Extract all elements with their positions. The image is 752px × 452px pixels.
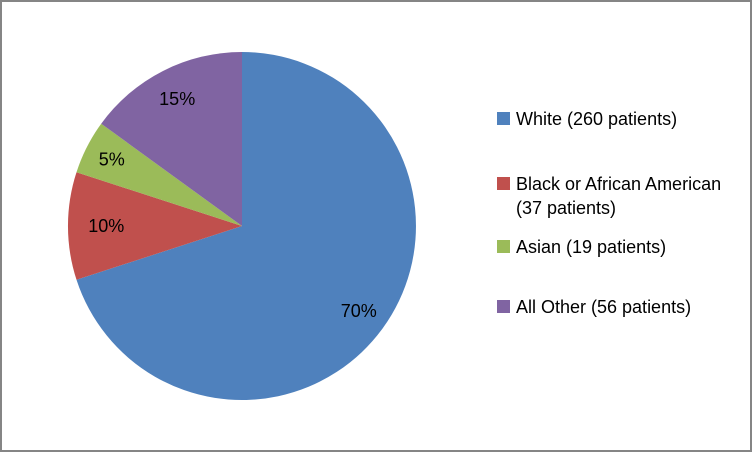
pie-percent-label-all-other: 15% [159,89,195,109]
chart-legend: White (260 patients) Black or African Am… [497,2,739,450]
legend-swatch-icon [497,300,510,313]
legend-label: Asian (19 patients) [516,237,667,257]
legend-item-black-or-african-american: Black or African American (37 patients) [497,172,739,220]
pie-percent-label-asian: 5% [99,150,125,170]
legend-swatch-icon [497,177,510,190]
pie-slice-white [76,52,416,400]
legend-label: Black or African American (37 patients) [516,174,722,218]
pie-slice-asian [76,123,242,226]
pie-percent-label-black-or-african-american: 10% [88,216,124,236]
pie-percent-label-white: 70% [341,301,377,321]
legend-item-asian: Asian (19 patients) [497,235,666,259]
legend-swatch-icon [497,240,510,253]
pie-slice-black-or-african-american [67,172,243,280]
legend-label: All Other (56 patients) [516,297,692,317]
legend-swatch-icon [497,112,510,125]
pie-slice-all-other [101,51,242,226]
legend-item-white: White (260 patients) [497,107,677,131]
legend-label: White (260 patients) [516,109,678,129]
legend-item-all-other: All Other (56 patients) [497,295,691,319]
